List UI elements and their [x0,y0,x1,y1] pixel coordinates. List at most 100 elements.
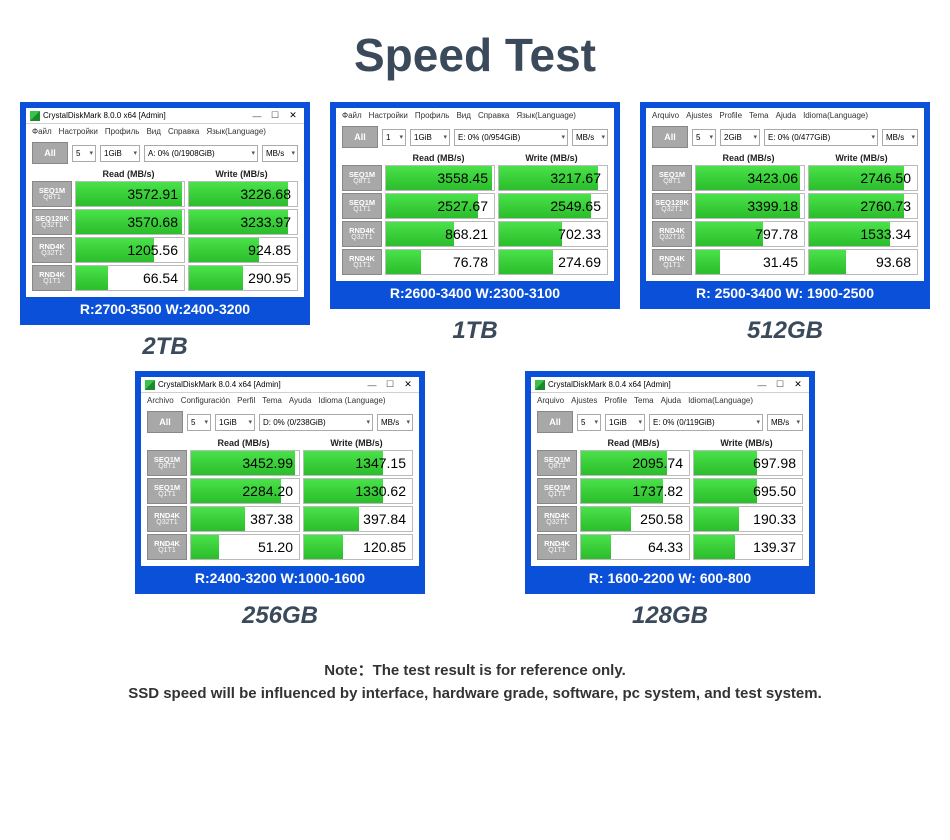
all-button[interactable]: All [32,142,68,164]
test-button[interactable]: SEQ1MQ8T1 [147,450,187,476]
test-button[interactable]: SEQ1MQ8T1 [652,165,692,191]
write-value: 1347.15 [303,450,413,476]
value-bar [304,507,359,531]
menu-item[interactable]: Профиль [105,127,140,136]
minimize-button[interactable]: — [363,378,381,392]
drive-select[interactable]: E: 0% (0/954GiB) [454,129,568,146]
test-button[interactable]: RND4KQ1T1 [147,534,187,560]
menu-item[interactable]: Perfil [237,396,255,405]
write-value: 2746.50 [808,165,918,191]
size-select[interactable]: 1GiB [410,129,450,146]
runs-select[interactable]: 5 [692,129,716,146]
size-select[interactable]: 1GiB [100,145,140,162]
menu-item[interactable]: Настройки [59,127,98,136]
minimize-button[interactable]: — [753,378,771,392]
menu-item[interactable]: Ajuda [776,111,796,120]
close-button[interactable]: ✕ [284,109,302,123]
drive-select[interactable]: E: 0% (0/477GiB) [764,129,878,146]
menu-item[interactable]: Вид [146,127,160,136]
value-bar [809,250,846,274]
maximize-button[interactable]: ☐ [266,109,284,123]
close-button[interactable]: ✕ [789,378,807,392]
test-button[interactable]: RND4KQ32T1 [147,506,187,532]
drive-select[interactable]: E: 0% (0/119GiB) [649,414,763,431]
size-select[interactable]: 1GiB [605,414,645,431]
test-button[interactable]: RND4KQ32T16 [652,221,692,247]
all-button[interactable]: All [537,411,573,433]
maximize-button[interactable]: ☐ [771,378,789,392]
test-button[interactable]: SEQ1MQ8T1 [32,181,72,207]
test-button[interactable]: SEQ128KQ32T1 [652,193,692,219]
menu-item[interactable]: Справка [168,127,199,136]
all-button[interactable]: All [342,126,378,148]
test-button[interactable]: SEQ1MQ8T1 [537,450,577,476]
data-row: SEQ1MQ8T13558.453217.67 [342,165,608,191]
controls-row: All52GiBE: 0% (0/477GiB)MB/s [646,123,924,151]
menu-item[interactable]: Profile [604,396,627,405]
test-button[interactable]: SEQ128KQ32T1 [32,209,72,235]
test-button[interactable]: RND4KQ32T1 [537,506,577,532]
menu-item[interactable]: Ayuda [289,396,312,405]
menu-item[interactable]: Справка [478,111,509,120]
menu-item[interactable]: Arquivo [652,111,679,120]
all-button[interactable]: All [652,126,688,148]
menu-item[interactable]: Вид [456,111,470,120]
write-value: 93.68 [808,249,918,275]
read-value: 2284.20 [190,478,300,504]
unit-select[interactable]: MB/s [262,145,298,162]
test-button[interactable]: SEQ1MQ8T1 [342,165,382,191]
drive-select[interactable]: D: 0% (0/238GiB) [259,414,373,431]
menu-item[interactable]: Arquivo [537,396,564,405]
unit-select[interactable]: MB/s [882,129,918,146]
test-button[interactable]: RND4KQ1T1 [652,249,692,275]
menu-item[interactable]: Tema [634,396,654,405]
write-value: 2549.65 [498,193,608,219]
controls-row: All51GiBD: 0% (0/238GiB)MB/s [141,408,419,436]
runs-select[interactable]: 5 [72,145,96,162]
menu-item[interactable]: Ajuda [661,396,681,405]
maximize-button[interactable]: ☐ [381,378,399,392]
menu-item[interactable]: Настройки [369,111,408,120]
app-window: CrystalDiskMark 8.0.4 x64 [Admin]—☐✕Arch… [141,377,419,566]
menu-item[interactable]: Файл [32,127,52,136]
unit-select[interactable]: MB/s [767,414,803,431]
menu-item[interactable]: Профиль [415,111,450,120]
value-bar [191,535,219,559]
menu-item[interactable]: Ajustes [571,396,597,405]
size-select[interactable]: 1GiB [215,414,255,431]
drive-select[interactable]: A: 0% (0/1908GiB) [144,145,258,162]
menu-item[interactable]: Configuración [181,396,230,405]
menu-item[interactable]: Язык(Language) [516,111,576,120]
menu-item[interactable]: Profile [719,111,742,120]
test-button[interactable]: RND4KQ1T1 [537,534,577,560]
menu-item[interactable]: Idioma(Language) [688,396,753,405]
benchmark-card: CrystalDiskMark 8.0.0 x64 [Admin]—☐✕Файл… [20,102,310,365]
test-button[interactable]: RND4KQ1T1 [32,265,72,291]
read-value: 51.20 [190,534,300,560]
data-row: RND4KQ32T1250.58190.33 [537,506,803,532]
test-button[interactable]: RND4KQ32T1 [342,221,382,247]
menu-item[interactable]: Файл [342,111,362,120]
menu-item[interactable]: Tema [749,111,769,120]
test-button[interactable]: RND4KQ1T1 [342,249,382,275]
menu-item[interactable]: Ajustes [686,111,712,120]
close-button[interactable]: ✕ [399,378,417,392]
unit-select[interactable]: MB/s [572,129,608,146]
test-button[interactable]: SEQ1MQ1T1 [147,478,187,504]
minimize-button[interactable]: — [248,109,266,123]
menu-item[interactable]: Archivo [147,396,174,405]
test-button[interactable]: SEQ1MQ1T1 [342,193,382,219]
unit-select[interactable]: MB/s [377,414,413,431]
runs-select[interactable]: 1 [382,129,406,146]
menu-item[interactable]: Tema [262,396,282,405]
menu-item[interactable]: Idioma(Language) [803,111,868,120]
menu-item[interactable]: Idioma (Language) [318,396,385,405]
runs-select[interactable]: 5 [577,414,601,431]
all-button[interactable]: All [147,411,183,433]
runs-select[interactable]: 5 [187,414,211,431]
test-button[interactable]: RND4KQ32T1 [32,237,72,263]
test-button[interactable]: SEQ1MQ1T1 [537,478,577,504]
data-row: SEQ1MQ1T12527.672549.65 [342,193,608,219]
size-select[interactable]: 2GiB [720,129,760,146]
menu-item[interactable]: Язык(Language) [206,127,266,136]
